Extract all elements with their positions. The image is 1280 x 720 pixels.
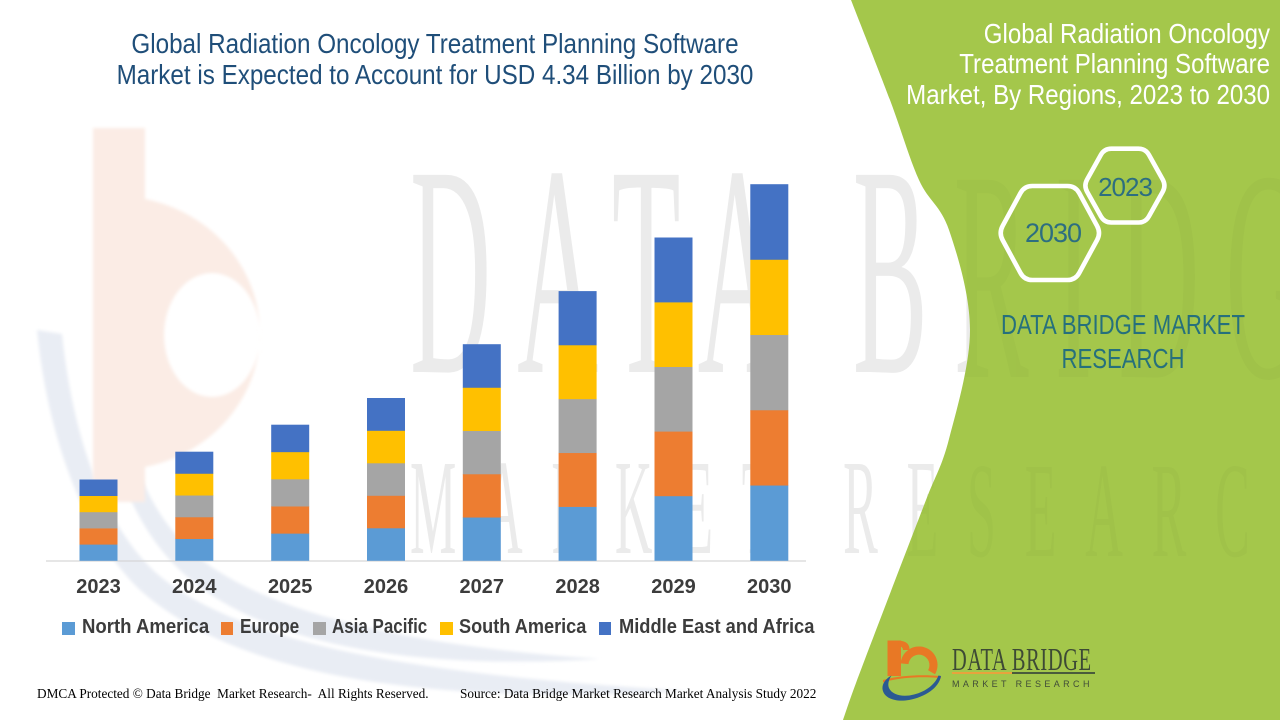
svg-text:MARKET RESEARCH: MARKET RESEARCH (410, 436, 1280, 587)
